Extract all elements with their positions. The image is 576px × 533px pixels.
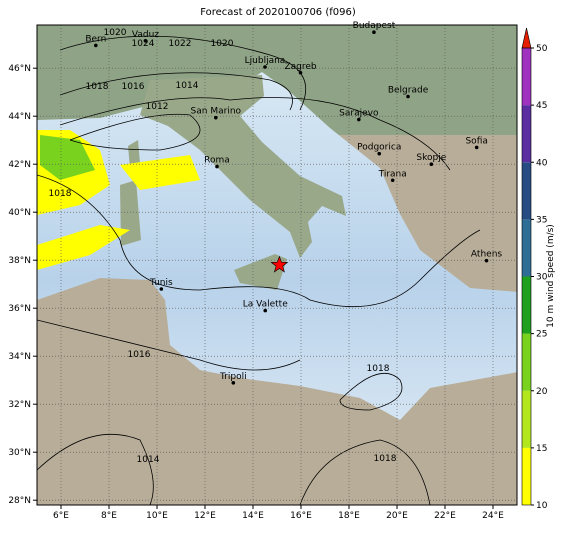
colorbar-extend bbox=[521, 27, 532, 49]
star-marker bbox=[270, 255, 289, 273]
city-dot bbox=[94, 43, 98, 48]
contour-label: 1012 bbox=[146, 102, 169, 112]
city-label: Sarajevo bbox=[339, 109, 379, 119]
city-label: Vaduz bbox=[132, 30, 159, 40]
city-label: Ljubljana bbox=[245, 56, 286, 66]
city-label: Athens bbox=[471, 250, 502, 260]
x-tick-label: 20°E bbox=[386, 511, 408, 521]
city-dot bbox=[357, 117, 361, 122]
contour-label: 1020 bbox=[211, 39, 234, 49]
x-tick-label: 18°E bbox=[338, 511, 360, 521]
city-label: La Valette bbox=[243, 300, 288, 310]
colorbar-tick-label: 45 bbox=[536, 101, 547, 111]
city-dot bbox=[231, 381, 236, 385]
contour-label: 1018 bbox=[374, 454, 397, 464]
colorbar-segment bbox=[522, 333, 531, 391]
colorbar-segment bbox=[522, 447, 531, 505]
city-label: Bern bbox=[85, 34, 106, 44]
city-dot bbox=[372, 30, 376, 34]
contour-label: 1014 bbox=[176, 81, 199, 91]
city-dot bbox=[377, 151, 382, 156]
colorbar-label: 10 m wind speed (m/s) bbox=[546, 224, 556, 328]
colorbar-tick-label: 20 bbox=[536, 387, 548, 397]
city-dot bbox=[429, 162, 434, 166]
y-tick-label: 34°N bbox=[8, 352, 31, 362]
contour-label: 1022 bbox=[169, 39, 192, 49]
x-tick-label: 10°E bbox=[146, 511, 168, 521]
wind-fill bbox=[40, 135, 95, 180]
wind-fill bbox=[120, 155, 200, 190]
colorbar-tick-label: 15 bbox=[536, 444, 547, 454]
city-label: San Marino bbox=[191, 107, 242, 117]
contour-label: 1016 bbox=[122, 82, 145, 92]
colorbar-tick-label: 30 bbox=[536, 273, 548, 283]
contour-label: 1014 bbox=[137, 455, 160, 465]
colorbar-segment bbox=[522, 162, 531, 220]
contour-label: 1018 bbox=[367, 364, 390, 374]
contour-label: 1016 bbox=[128, 350, 151, 360]
city-dot bbox=[214, 115, 218, 120]
sea bbox=[37, 72, 517, 420]
isobars bbox=[37, 35, 481, 505]
city-dot bbox=[215, 164, 219, 169]
y-tick-label: 40°N bbox=[8, 208, 31, 218]
colorbar-segment bbox=[522, 48, 531, 106]
y-tick-label: 46°N bbox=[8, 64, 31, 74]
x-tick-label: 16°E bbox=[290, 511, 312, 521]
city-dot bbox=[298, 70, 303, 75]
x-tick-label: 6°E bbox=[53, 511, 69, 521]
city-label: Podgorica bbox=[357, 143, 401, 153]
colorbar-segment bbox=[522, 390, 531, 448]
city-label: Tripoli bbox=[219, 372, 247, 382]
colorbar-tick-label: 50 bbox=[536, 44, 548, 54]
y-tick-label: 38°N bbox=[8, 256, 31, 266]
city-label: Roma bbox=[204, 156, 230, 166]
city-dot bbox=[159, 287, 164, 291]
y-tick-label: 44°N bbox=[8, 112, 31, 122]
city-label: Zagreb bbox=[284, 62, 316, 72]
y-tick-label: 32°N bbox=[8, 400, 31, 410]
city-label: Sofia bbox=[465, 136, 487, 146]
city-dot bbox=[263, 308, 268, 313]
italy bbox=[140, 75, 346, 258]
city-dot bbox=[263, 65, 267, 69]
map-area bbox=[37, 25, 517, 505]
city-label: Budapest bbox=[353, 21, 396, 31]
y-tick-label: 30°N bbox=[8, 448, 31, 458]
y-tick-label: 42°N bbox=[8, 160, 31, 170]
colorbar-tick-label: 40 bbox=[536, 158, 548, 168]
city-dot bbox=[474, 145, 479, 150]
colorbar-tick-label: 10 bbox=[536, 501, 548, 511]
contour-label: 1020 bbox=[104, 28, 127, 38]
contour-label: 1018 bbox=[86, 82, 109, 92]
colorbar-segment bbox=[522, 219, 531, 277]
colorbar-segment bbox=[522, 105, 531, 163]
city-label: Skopje bbox=[416, 153, 446, 163]
city-dot bbox=[484, 258, 489, 263]
y-tick-label: 36°N bbox=[8, 304, 31, 314]
map-title: Forecast of 2020100706 (f096) bbox=[200, 7, 356, 18]
x-tick-label: 12°E bbox=[194, 511, 216, 521]
colorbar-tick-label: 35 bbox=[536, 215, 547, 225]
colorbar-segment bbox=[522, 276, 531, 334]
city-dot bbox=[406, 94, 410, 99]
contour-label: 1018 bbox=[49, 189, 72, 199]
colorbar-tick-label: 25 bbox=[536, 330, 547, 340]
city-label: Tunis bbox=[149, 278, 173, 288]
city-label: Tirana bbox=[378, 169, 407, 179]
map-frame bbox=[36, 24, 518, 506]
city-label: Belgrade bbox=[388, 86, 429, 96]
x-tick-label: 8°E bbox=[101, 511, 117, 521]
city-dot bbox=[143, 39, 148, 43]
city-dot bbox=[390, 178, 395, 183]
x-tick-label: 14°E bbox=[242, 511, 264, 521]
y-tick-label: 28°N bbox=[8, 496, 31, 506]
contour-label: 1024 bbox=[132, 39, 155, 49]
x-tick-label: 22°E bbox=[434, 511, 456, 521]
x-tick-label: 24°E bbox=[482, 511, 504, 521]
wind-fill bbox=[37, 225, 130, 270]
